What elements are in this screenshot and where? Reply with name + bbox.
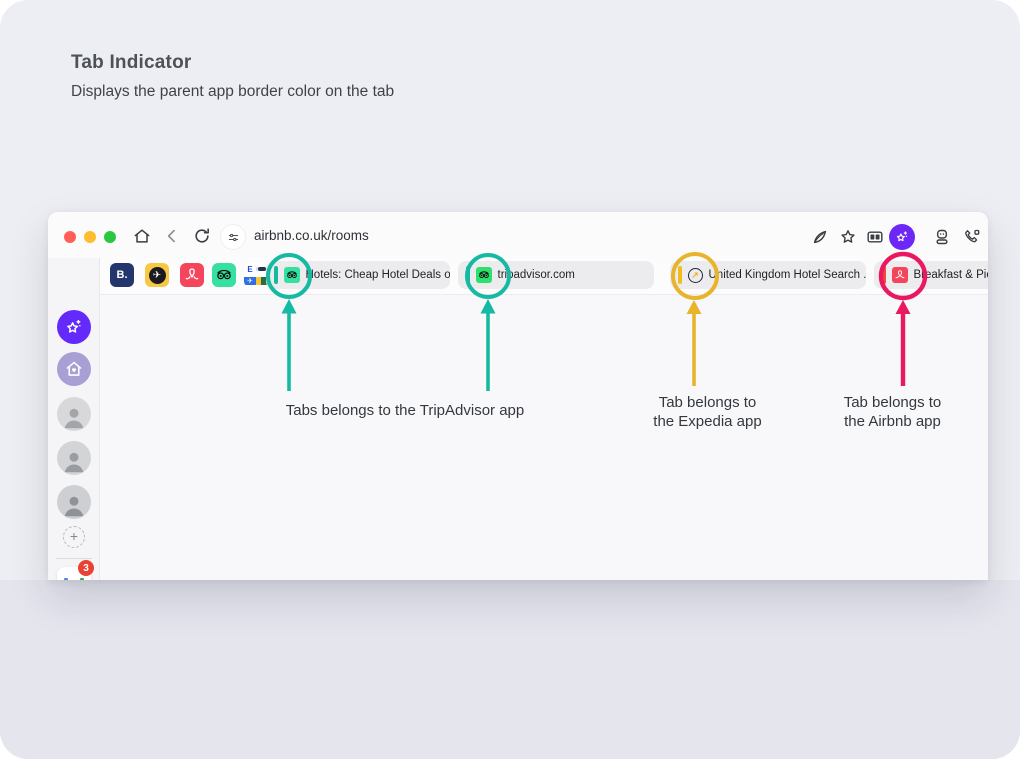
gmail-icon <box>64 578 84 580</box>
travel-grid-letter: E <box>244 264 256 274</box>
browser-sidebar: 3 <box>48 258 100 580</box>
quill-icon[interactable] <box>810 227 830 247</box>
airbnb-favicon <box>891 267 908 283</box>
expedia-favicon <box>687 267 703 283</box>
tab-indicator <box>274 266 278 284</box>
hotel-icon <box>256 277 268 285</box>
pinned-app-tripadvisor[interactable] <box>212 263 236 287</box>
address-url[interactable]: airbnb.co.uk/rooms <box>254 228 369 243</box>
page-title: Tab Indicator <box>71 52 192 73</box>
ai-sparkle-button[interactable] <box>889 224 915 250</box>
page-header: Tab Indicator Displays the parent app bo… <box>71 52 394 101</box>
annotation-label-airbnb: Tab belongs to the Airbnb app <box>815 393 970 431</box>
site-settings-button[interactable] <box>221 225 245 249</box>
tab-title: tripadvisor.com <box>497 269 575 281</box>
gmail-unread-badge: 3 <box>78 560 94 576</box>
tab-tripadvisor-hotels[interactable]: Hotels: Cheap Hotel Deals on ... <box>266 261 450 289</box>
plane-icon <box>244 277 256 285</box>
annotation-label-line: Tab belongs to <box>658 394 757 411</box>
call-icon[interactable] <box>962 227 982 247</box>
annotation-label-line: the Airbnb app <box>844 413 941 430</box>
home-space-button[interactable] <box>57 352 91 386</box>
annotation-label-line: Tab belongs to <box>843 394 942 411</box>
tab-airbnb-listing[interactable]: Breakfast & Pic <box>874 261 988 289</box>
reload-button[interactable] <box>192 226 212 246</box>
booking-logo-text: B. <box>116 269 128 281</box>
tab-title: United Kingdom Hotel Search ... <box>708 269 867 281</box>
tab-indicator <box>882 266 886 284</box>
avatar[interactable] <box>57 441 91 475</box>
annotation-label-line: the Expedia app <box>653 413 762 430</box>
spaces-star-button[interactable] <box>57 310 91 344</box>
pinned-app-airbnb[interactable] <box>180 263 204 287</box>
sidebar-divider <box>56 558 92 559</box>
add-space-button[interactable] <box>63 526 85 548</box>
avatar[interactable] <box>57 485 91 519</box>
tab-title: Hotels: Cheap Hotel Deals on ... <box>305 269 451 281</box>
lower-background <box>0 580 1020 759</box>
tab-tripadvisor-home[interactable]: tripadvisor.com <box>458 261 654 289</box>
tripadvisor-favicon <box>475 267 492 283</box>
minimize-button[interactable] <box>84 231 96 243</box>
browser-window: airbnb.co.uk/rooms B. <box>48 212 988 580</box>
pinned-app-booking[interactable]: B. <box>110 263 134 287</box>
annotation-label-expedia: Tab belongs to the Expedia app <box>630 393 785 431</box>
split-view-icon[interactable] <box>865 227 885 247</box>
bookmark-star-icon[interactable] <box>838 227 858 247</box>
home-button[interactable] <box>132 226 152 246</box>
tab-expedia-search[interactable]: United Kingdom Hotel Search ... <box>670 261 866 289</box>
airbnb-belo-icon <box>185 268 199 280</box>
car-icon <box>256 267 268 271</box>
tab-indicator <box>678 266 682 284</box>
profile-icon[interactable] <box>932 227 952 247</box>
page-subtitle: Displays the parent app border color on … <box>71 83 395 100</box>
pinned-app-travel-grid[interactable]: E <box>244 263 268 287</box>
page-content-area <box>100 294 988 580</box>
tab-indicator <box>466 266 470 284</box>
pinned-app-flights[interactable] <box>145 263 169 287</box>
tab-title: Breakfast & Pic <box>913 269 989 281</box>
tripadvisor-owl-icon <box>217 269 231 280</box>
annotation-label-tripadvisor: Tabs belongs to the TripAdvisor app <box>285 402 525 419</box>
plane-icon <box>148 266 166 284</box>
browser-topbar: airbnb.co.uk/rooms <box>48 212 988 258</box>
close-button[interactable] <box>64 231 76 243</box>
tripadvisor-favicon <box>283 267 300 283</box>
zoom-button[interactable] <box>104 231 116 243</box>
back-button[interactable] <box>162 226 182 246</box>
avatar[interactable] <box>57 397 91 431</box>
